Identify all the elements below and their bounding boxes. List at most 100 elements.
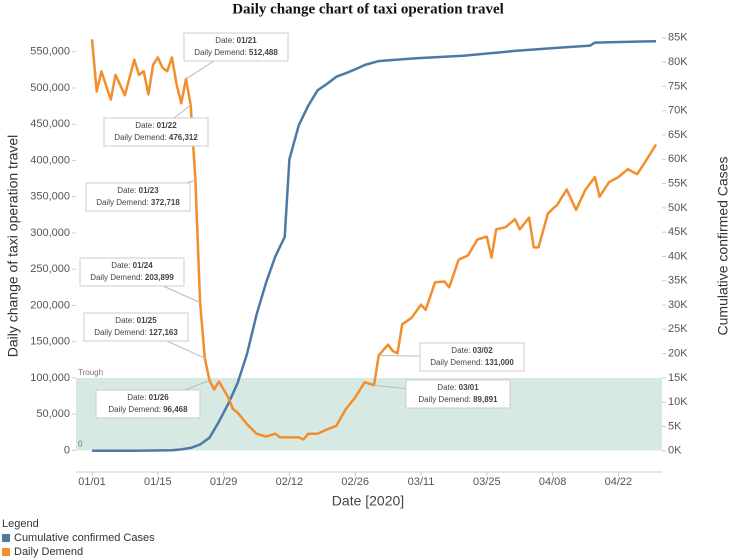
annotation-value: Daily Demend: 89,891 [418,395,498,404]
annotation-box [419,342,525,372]
annotation-value-label: 372,718 [151,198,180,207]
y-tick-label: 100,000 [30,372,70,384]
y2-tick-label: 65K [668,129,688,141]
legend-label: Cumulative confirmed Cases [14,532,155,544]
annotation-value-prefix: Daily Demend: [108,405,160,414]
annotation-date-value: 01/26 [149,393,170,402]
annotation-date: Date: 01/24 [111,261,153,270]
annotation-value-label: 131,000 [485,358,514,367]
annotation-box [95,389,201,419]
annotation-date: Date: 01/26 [127,393,169,402]
y2-tick-label: 0K [668,445,682,457]
y-axis-title: Daily change of taxi operation travel [5,135,21,358]
y2-tick-label: 50K [668,202,688,214]
x-tick-label: 02/26 [341,476,369,488]
annotation-box [79,257,185,287]
y2-tick-label: 20K [668,348,688,360]
annotation-value-prefix: Daily Demend: [90,273,142,282]
annotation-date-prefix: Date: [135,121,154,130]
annotation-date: Date: 01/21 [215,36,257,45]
y2-tick-label: 45K [668,226,688,238]
y-tick-label: 450,000 [30,118,70,130]
y-tick-label: 550,000 [30,46,70,58]
annotation-box [405,379,511,409]
y-tick-label: 400,000 [30,154,70,166]
annotation-date: Date: 01/22 [135,121,177,130]
y2-axis-title: Cumulative confirmed Cases [715,157,731,336]
y-tick-label: 350,000 [30,191,70,203]
band-label: Trough [78,368,103,377]
y2-tick-label: 40K [668,250,688,262]
y-tick-label: 50,000 [36,408,70,420]
annotation-date-prefix: Date: [215,36,234,45]
x-tick-label: 01/01 [78,476,106,488]
annotation-date-value: 01/22 [157,121,178,130]
annotation-date-prefix: Date: [111,261,130,270]
annotation-box [83,312,189,342]
y2-tick-label: 60K [668,153,688,165]
y2-tick-label: 5K [668,420,682,432]
annotation-value-label: 512,488 [249,48,278,57]
annotation-value: Daily Demend: 476,312 [114,133,198,142]
annotation-date: Date: 03/02 [451,346,493,355]
annotation-date-prefix: Date: [451,346,470,355]
x-tick-label: 01/15 [144,476,172,488]
annotation-value: Daily Demend: 512,488 [194,48,278,57]
annotation-value-label: 89,891 [473,395,498,404]
annotation-date-value: 01/21 [237,36,258,45]
y2-tick-label: 25K [668,323,688,335]
y-tick-label: 200,000 [30,299,70,311]
y2-tick-label: 80K [668,56,688,68]
annotation-value: Daily Demend: 96,468 [108,405,188,414]
y-tick-label: 250,000 [30,263,70,275]
y2-tick-label: 15K [668,372,688,384]
annotation-date-value: 01/23 [139,186,160,195]
y2-tick-label: 55K [668,177,688,189]
y2-tick-label: 30K [668,299,688,311]
x-tick-label: 03/11 [408,476,435,488]
band-base-label: 0 [78,440,83,449]
annotation-value-prefix: Daily Demend: [418,395,470,404]
y-tick-label: 150,000 [30,336,70,348]
y2-tick-label: 70K [668,105,688,117]
annotation-date-value: 03/01 [459,383,480,392]
annotation-box [103,117,209,147]
annotation-date-value: 01/24 [133,261,154,270]
annotation-box [183,32,289,62]
y-tick-label: 500,000 [30,82,70,94]
series-line [90,39,658,441]
annotation-value-prefix: Daily Demend: [114,133,166,142]
annotation-date: Date: 01/25 [115,316,157,325]
legend-swatch [2,548,10,556]
annotation-value-prefix: Daily Demend: [94,328,146,337]
x-tick-label: 04/22 [605,476,633,488]
y2-tick-label: 10K [668,396,688,408]
annotation-value: Daily Demend: 131,000 [430,358,514,367]
annotation-value-prefix: Daily Demend: [96,198,148,207]
y-tick-label: 0 [64,444,70,456]
x-tick-label: 02/12 [276,476,304,488]
annotation-box [85,182,191,212]
annotation-date-prefix: Date: [115,316,134,325]
annotation-date-prefix: Date: [437,383,456,392]
legend-title: Legend [2,518,39,530]
annotation-date-prefix: Date: [127,393,146,402]
chart-title: Daily change chart of taxi operation tra… [232,1,504,17]
x-tick-label: 03/25 [473,476,501,488]
annotation-value-prefix: Daily Demend: [430,358,482,367]
annotation-value-label: 476,312 [169,133,198,142]
y2-tick-label: 75K [668,80,688,92]
annotation-value-label: 96,468 [163,405,188,414]
y-tick-label: 300,000 [30,227,70,239]
x-tick-label: 01/29 [210,476,238,488]
annotation-value-label: 203,899 [145,273,174,282]
legend-swatch [2,534,10,542]
annotation-date-value: 01/25 [137,316,158,325]
x-axis-title: Date [2020] [332,493,404,509]
series-line [92,39,657,453]
y2-tick-label: 85K [668,32,688,44]
annotation-date-prefix: Date: [117,186,136,195]
legend-label: Daily Demend [14,546,83,558]
y2-tick-label: 35K [668,275,688,287]
